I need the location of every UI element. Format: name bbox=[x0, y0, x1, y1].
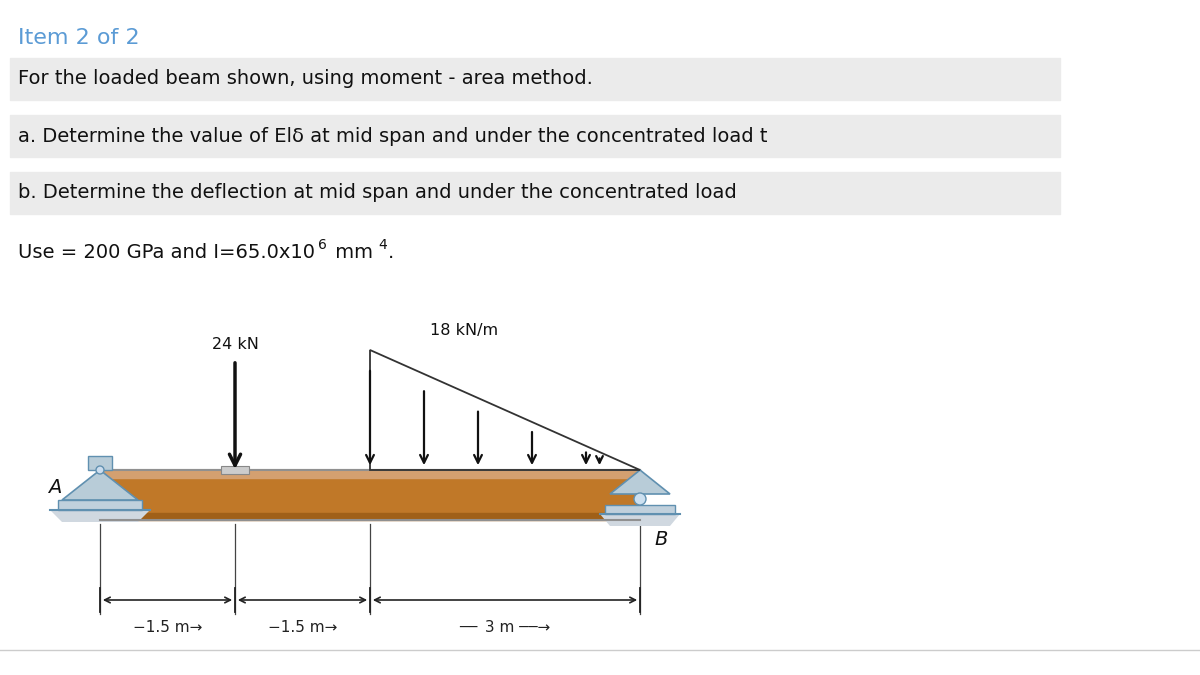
Circle shape bbox=[96, 466, 104, 474]
Bar bbox=[88, 456, 112, 470]
Bar bbox=[605, 505, 674, 514]
Text: For the loaded beam shown, using moment - area method.: For the loaded beam shown, using moment … bbox=[18, 70, 593, 88]
Text: 18 kN/m: 18 kN/m bbox=[430, 323, 498, 338]
Bar bbox=[100, 470, 640, 520]
Bar bbox=[10, 115, 1060, 157]
Text: 4: 4 bbox=[378, 238, 386, 252]
Text: 24 kN: 24 kN bbox=[211, 337, 258, 352]
Polygon shape bbox=[600, 514, 680, 526]
Text: mm: mm bbox=[329, 243, 373, 262]
Text: A: A bbox=[48, 478, 61, 497]
Text: .: . bbox=[388, 243, 395, 262]
Text: Use = 200 GPa and I=65.0x10: Use = 200 GPa and I=65.0x10 bbox=[18, 243, 314, 262]
Text: −1.5 m→: −1.5 m→ bbox=[268, 620, 337, 635]
Text: −1.5 m→: −1.5 m→ bbox=[133, 620, 202, 635]
Bar bbox=[10, 172, 1060, 214]
Text: Item 2 of 2: Item 2 of 2 bbox=[18, 28, 139, 48]
Polygon shape bbox=[62, 470, 138, 500]
Bar bbox=[58, 500, 142, 510]
Circle shape bbox=[634, 493, 646, 505]
Text: B: B bbox=[654, 530, 667, 549]
Text: a. Determine the value of Elδ at mid span and under the concentrated load t: a. Determine the value of Elδ at mid spa… bbox=[18, 126, 768, 146]
Bar bbox=[100, 513, 640, 520]
Text: ── 3 m ──→: ── 3 m ──→ bbox=[460, 620, 551, 635]
Bar bbox=[221, 466, 250, 474]
Bar bbox=[100, 470, 640, 478]
Polygon shape bbox=[50, 510, 150, 522]
Text: b. Determine the deflection at mid span and under the concentrated load: b. Determine the deflection at mid span … bbox=[18, 184, 737, 202]
Text: 6: 6 bbox=[318, 238, 326, 252]
Bar bbox=[10, 58, 1060, 100]
Polygon shape bbox=[610, 470, 670, 494]
